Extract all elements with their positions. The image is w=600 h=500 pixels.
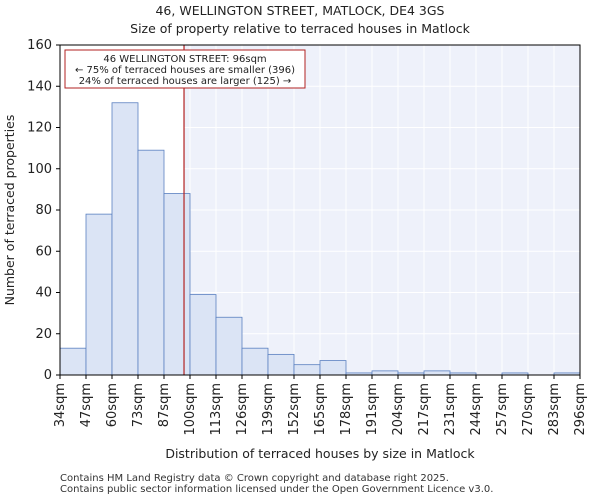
y-tick-label: 120 xyxy=(27,121,52,136)
x-tick-label: 204sqm xyxy=(391,383,406,436)
histogram-bar xyxy=(59,347,87,376)
histogram-bar xyxy=(85,213,113,376)
x-axis-label: Distribution of terraced houses by size … xyxy=(165,446,475,461)
x-tick-label: 60sqm xyxy=(105,383,120,427)
chart-subtitle: Size of property relative to terraced ho… xyxy=(130,21,470,36)
x-tick-label: 87sqm xyxy=(157,383,172,427)
y-tick-label: 140 xyxy=(27,79,52,94)
x-tick-label: 165sqm xyxy=(313,383,328,436)
y-tick-label: 0 xyxy=(44,368,52,383)
histogram-bar xyxy=(371,370,399,376)
x-tick-label: 100sqm xyxy=(183,383,198,436)
histogram-bar xyxy=(267,353,295,376)
histogram-bar xyxy=(241,347,269,376)
x-tick-label: 296sqm xyxy=(573,383,588,436)
y-tick-label: 20 xyxy=(35,327,52,342)
footer-line-2: Contains public sector information licen… xyxy=(60,484,494,495)
chart-title: 46, WELLINGTON STREET, MATLOCK, DE4 3GS xyxy=(155,3,445,18)
x-tick-label: 231sqm xyxy=(443,383,458,436)
y-tick-label: 40 xyxy=(35,286,52,301)
x-tick-label: 139sqm xyxy=(261,383,276,436)
annotation-line-1: 46 WELLINGTON STREET: 96sqm xyxy=(103,54,266,65)
x-tick-label: 34sqm xyxy=(53,383,68,427)
histogram-bar xyxy=(293,364,321,376)
histogram-bar xyxy=(319,360,347,376)
y-axis-label: Number of terraced properties xyxy=(2,115,17,306)
footer-line-1: Contains HM Land Registry data © Crown c… xyxy=(60,473,449,484)
x-tick-label: 113sqm xyxy=(209,383,224,436)
x-tick-label: 126sqm xyxy=(235,383,250,436)
histogram-bar xyxy=(189,294,217,376)
x-tick-label: 73sqm xyxy=(131,383,146,427)
x-tick-label: 191sqm xyxy=(365,383,380,436)
annotation-box xyxy=(64,49,306,89)
x-tick-label: 270sqm xyxy=(521,383,536,436)
histogram-bar xyxy=(137,149,165,376)
y-tick-label: 100 xyxy=(27,162,52,177)
x-tick-label: 244sqm xyxy=(469,383,484,436)
histogram-bar xyxy=(215,316,243,376)
histogram-bar xyxy=(111,102,139,376)
x-tick-label: 152sqm xyxy=(287,383,302,436)
y-tick-label: 160 xyxy=(27,38,52,53)
annotation-line-2: ← 75% of terraced houses are smaller (39… xyxy=(75,65,295,76)
x-tick-label: 283sqm xyxy=(547,383,562,436)
y-tick-label: 80 xyxy=(35,203,52,218)
histogram-bar xyxy=(163,193,191,376)
x-tick-label: 47sqm xyxy=(79,383,94,427)
x-tick-label: 178sqm xyxy=(339,383,354,436)
y-tick-label: 60 xyxy=(35,244,52,259)
histogram-bar xyxy=(423,370,451,376)
x-tick-label: 217sqm xyxy=(417,383,432,436)
annotation-line-3: 24% of terraced houses are larger (125) … xyxy=(79,76,292,87)
x-tick-label: 257sqm xyxy=(495,383,510,436)
